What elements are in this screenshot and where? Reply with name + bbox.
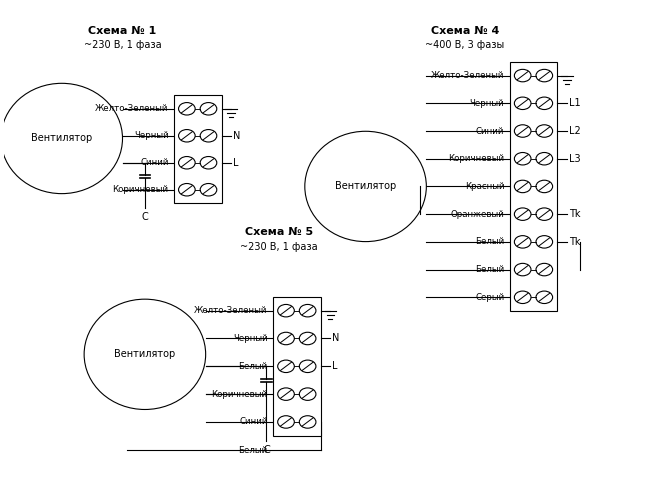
Text: Вентилятор: Вентилятор [335, 182, 396, 191]
Circle shape [536, 236, 553, 248]
Circle shape [536, 97, 553, 109]
Circle shape [536, 264, 553, 276]
Circle shape [200, 102, 217, 115]
Text: ~230 В, 1 фаза: ~230 В, 1 фаза [240, 242, 318, 252]
Text: ~230 В, 1 фаза: ~230 В, 1 фаза [84, 40, 161, 50]
Circle shape [278, 305, 294, 317]
Circle shape [299, 305, 316, 317]
Circle shape [299, 416, 316, 428]
Circle shape [299, 332, 316, 345]
Circle shape [179, 102, 195, 115]
Circle shape [299, 388, 316, 400]
Ellipse shape [84, 299, 205, 409]
Text: L2: L2 [569, 126, 581, 136]
Text: L: L [233, 158, 238, 168]
Circle shape [200, 183, 217, 196]
Circle shape [515, 208, 531, 221]
Circle shape [200, 157, 217, 169]
Text: Схема № 5: Схема № 5 [245, 227, 313, 237]
Ellipse shape [1, 83, 122, 194]
Text: Синий: Синий [140, 158, 168, 167]
Text: Синий: Синий [476, 126, 504, 136]
Ellipse shape [305, 131, 426, 242]
Text: Белый: Белый [475, 237, 504, 246]
Text: C: C [263, 445, 270, 454]
Text: Белый: Белый [238, 362, 268, 371]
Circle shape [278, 416, 294, 428]
Text: Желто-Зеленый: Желто-Зеленый [194, 306, 268, 315]
Text: Коричневый: Коричневый [212, 389, 268, 399]
Circle shape [515, 291, 531, 304]
Text: ~400 В, 3 фазы: ~400 В, 3 фазы [425, 40, 504, 50]
Text: Вентилятор: Вентилятор [31, 134, 93, 143]
Text: Желто-Зеленый: Желто-Зеленый [431, 71, 504, 80]
Circle shape [536, 69, 553, 82]
Text: Белый: Белый [238, 446, 268, 455]
Text: Черный: Черный [470, 99, 504, 108]
Text: Tk: Tk [569, 237, 581, 247]
Text: Красный: Красный [465, 182, 504, 191]
Text: Оранжевый: Оранжевый [450, 210, 504, 219]
Circle shape [536, 125, 553, 137]
Circle shape [515, 180, 531, 193]
Circle shape [536, 291, 553, 304]
Text: Синий: Синий [239, 417, 268, 427]
Text: Желто-Зеленый: Желто-Зеленый [95, 104, 168, 113]
Bar [273, 297, 321, 436]
Text: Черный: Черный [233, 334, 268, 343]
Circle shape [515, 236, 531, 248]
Circle shape [536, 180, 553, 193]
Text: L3: L3 [569, 154, 581, 164]
Text: Коричневый: Коричневый [113, 185, 168, 194]
Circle shape [536, 208, 553, 221]
Circle shape [278, 332, 294, 345]
Text: Черный: Черный [133, 131, 168, 140]
Text: N: N [332, 333, 340, 344]
Text: Схема № 1: Схема № 1 [88, 26, 157, 36]
Text: Серый: Серый [475, 293, 504, 302]
Circle shape [299, 360, 316, 372]
Circle shape [515, 152, 531, 165]
Text: Коричневый: Коричневый [448, 154, 504, 163]
Text: Вентилятор: Вентилятор [114, 349, 176, 359]
Circle shape [278, 360, 294, 372]
Circle shape [515, 69, 531, 82]
Circle shape [179, 129, 195, 142]
Circle shape [278, 388, 294, 400]
Text: C: C [141, 212, 148, 222]
Circle shape [515, 264, 531, 276]
Circle shape [515, 125, 531, 137]
Circle shape [179, 183, 195, 196]
Bar [174, 95, 222, 203]
Circle shape [515, 97, 531, 109]
Text: Tk: Tk [569, 209, 581, 219]
Text: Белый: Белый [475, 265, 504, 274]
Circle shape [536, 152, 553, 165]
Text: L: L [332, 361, 338, 371]
Circle shape [200, 129, 217, 142]
Circle shape [179, 157, 195, 169]
Text: Схема № 4: Схема № 4 [430, 26, 499, 36]
Text: L1: L1 [569, 98, 581, 108]
Bar [509, 61, 557, 311]
Text: N: N [233, 131, 240, 141]
